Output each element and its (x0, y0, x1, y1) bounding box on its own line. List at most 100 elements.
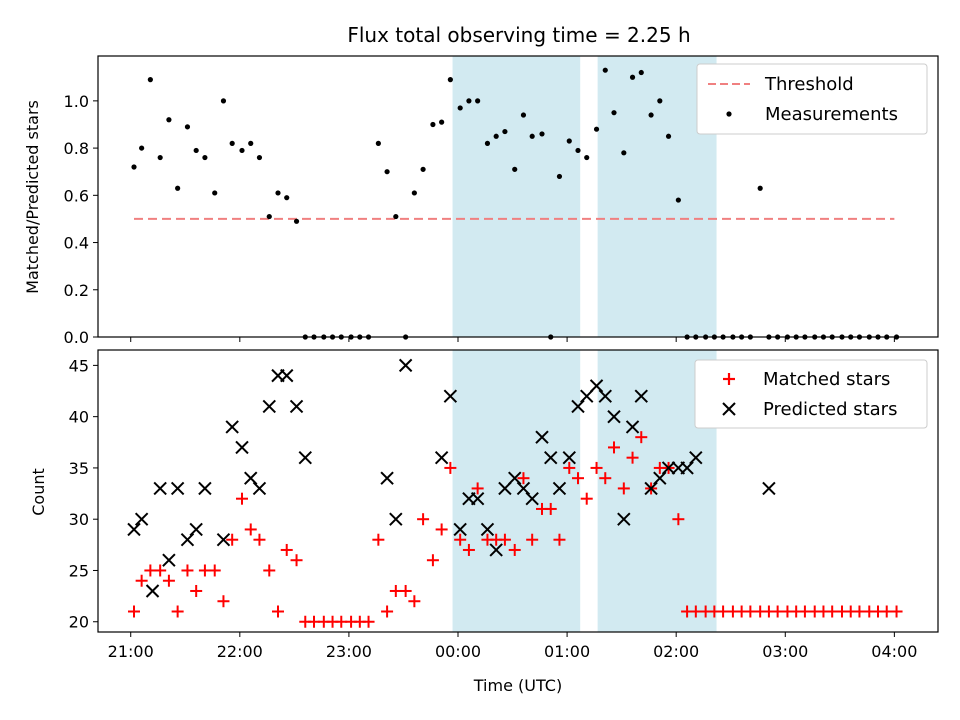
matched-star-point (890, 605, 903, 618)
measurement-point (657, 98, 663, 104)
matched-star-point (217, 595, 230, 608)
time-x-tick-label: 03:00 (762, 642, 808, 661)
matched-star-point (544, 502, 557, 515)
predicted-star-point (235, 440, 249, 455)
matched-star-point (162, 574, 175, 587)
predicted-star-point (525, 491, 539, 506)
measurement-point (566, 138, 572, 144)
matched-star-point (454, 533, 467, 546)
measurement-point (575, 147, 581, 154)
predicted-star-point (480, 522, 495, 537)
measurement-point (420, 166, 426, 172)
predicted-star-point (625, 420, 640, 434)
predicted-star-point (598, 389, 612, 403)
ratio-y-tick-label: 1.0 (64, 92, 89, 111)
measurement-point (493, 133, 499, 139)
matched-star-point (435, 523, 448, 536)
measurement-point (430, 121, 436, 128)
matched-star-point (272, 605, 284, 618)
matched-star-point (563, 461, 576, 474)
measurement-point (447, 77, 453, 83)
measurement-point (147, 77, 153, 83)
measurement-point (293, 218, 300, 224)
time-x-tick-label: 00:00 (435, 642, 481, 661)
measurement-point (284, 195, 290, 201)
measurement-point (602, 67, 608, 73)
ratio-x-ticks (130, 337, 895, 342)
count-x-ticks: 21:00 22:00 23:00 00:00 01:00 02:00 03:00 04:00 (108, 632, 917, 661)
ratio-axes-frame (97, 55, 939, 338)
ratio-y-tick-label: 0.4 (64, 234, 89, 253)
measurement-point (275, 190, 281, 196)
measurement-point (139, 145, 145, 151)
time-x-tick-label: 23:00 (326, 642, 372, 661)
measurement-point (529, 133, 535, 139)
measurement-point (512, 166, 518, 172)
measurement-point (611, 110, 617, 116)
matched-stars-points (128, 431, 903, 628)
predicted-star-point (498, 481, 512, 496)
ratio-legend: Threshold Measurements (696, 63, 928, 135)
ratio-y-tick-label: 0.0 (64, 328, 89, 347)
time-x-label: Time (UTC) (473, 676, 562, 695)
matched-star-point (553, 533, 566, 546)
predicted-star-point (516, 481, 531, 496)
matched-star-point (362, 615, 375, 628)
matched-star-point (128, 605, 140, 618)
measurement-point (475, 98, 481, 104)
predicted-star-point (589, 379, 604, 393)
predicted-star-point (571, 399, 585, 414)
ratio-y-tick-label: 0.2 (64, 281, 89, 300)
predicted-legend-label: Predicted stars (763, 399, 897, 420)
count-y-tick-label: 25 (69, 561, 89, 580)
predicted-star-point (544, 450, 558, 465)
predicted-star-point (552, 481, 567, 496)
count-y-tick-label: 30 (69, 510, 89, 529)
matched-star-point (572, 472, 584, 485)
measurement-point (256, 154, 263, 161)
count-y-tick-label: 20 (69, 613, 89, 632)
predicted-star-point (262, 399, 276, 414)
measurement-point (665, 133, 672, 139)
measurement-point (629, 74, 636, 80)
measurement-point (175, 185, 181, 191)
measurement-point (266, 213, 272, 220)
matched-star-point (372, 533, 385, 546)
predicted-star-point (298, 450, 312, 465)
matched-star-point (208, 564, 221, 577)
predicted-star-point (443, 389, 458, 403)
matched-star-point (226, 533, 239, 546)
predicted-star-point (508, 471, 522, 485)
predicted-star-point (189, 522, 203, 537)
predicted-star-point (489, 543, 503, 557)
predicted-star-point (580, 389, 594, 403)
predicted-star-point (225, 420, 239, 434)
matched-star-point (444, 461, 457, 474)
predicted-star-point (380, 471, 394, 485)
predicted-star-point (653, 471, 667, 485)
predicted-stars-points (127, 358, 776, 598)
observing-windows-bottom (452, 350, 717, 632)
matched-star-point (244, 523, 257, 536)
time-x-tick-label: 04:00 (871, 642, 917, 661)
time-x-tick-label: 02:00 (653, 642, 699, 661)
measurement-point (484, 140, 491, 146)
measurement-point (157, 154, 163, 161)
predicted-star-point (198, 481, 212, 496)
predicted-star-point (134, 512, 149, 526)
matched-star-point (236, 492, 248, 505)
matched-legend-label: Matched stars (763, 369, 890, 390)
measurement-point (439, 119, 445, 125)
measurement-point (675, 197, 681, 203)
count-axes: 20 25 30 35 40 45 21:00 22:00 23:00 00:00 01:00 02… (29, 349, 939, 695)
predicted-star-point (280, 368, 294, 383)
measurement-point (411, 190, 417, 196)
measurements-legend-swatch (726, 111, 732, 117)
measurement-point (220, 98, 227, 104)
matched-star-point (280, 543, 293, 556)
measurement-point (384, 169, 390, 175)
observing-windows-top (452, 56, 717, 337)
measurement-point (584, 154, 590, 161)
ratio-y-ticks: 0.0 0.2 0.4 0.6 0.8 1.0 (64, 92, 98, 347)
predicted-star-point (398, 358, 413, 373)
